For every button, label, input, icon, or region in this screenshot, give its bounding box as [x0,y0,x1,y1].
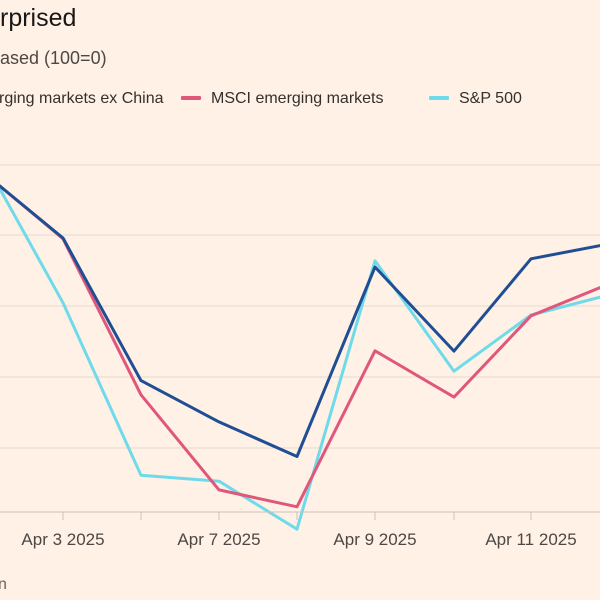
x-tick-label: Apr 9 2025 [333,530,416,549]
series-line-rging-markets-ex-china [0,184,600,458]
legend-swatch [181,96,201,100]
x-tick-label: Apr 11 2025 [485,530,576,549]
legend-label: rging markets ex China [0,90,164,107]
chart-subtitle: ased (100=0) [0,48,107,68]
x-tick-label: Apr 7 2025 [177,530,260,549]
legend-swatch [429,96,449,100]
grid-layer [0,164,600,449]
series-line-msci-emerging-markets [0,184,600,509]
source-note: n [0,576,7,593]
chart-title: rprised [0,4,77,32]
legend-label: MSCI emerging markets [211,90,384,107]
x-axis: Apr 3 2025 Apr 7 2025 Apr 9 2025 Apr 11 202… [0,511,600,549]
series-line-s-p-500 [0,186,600,531]
legend-label: S&P 500 [459,90,522,107]
x-tick-label: Apr 3 2025 [21,530,104,549]
series-layer [0,184,600,531]
chart-legend: rging markets ex China MSCI emerging mar… [0,88,600,112]
